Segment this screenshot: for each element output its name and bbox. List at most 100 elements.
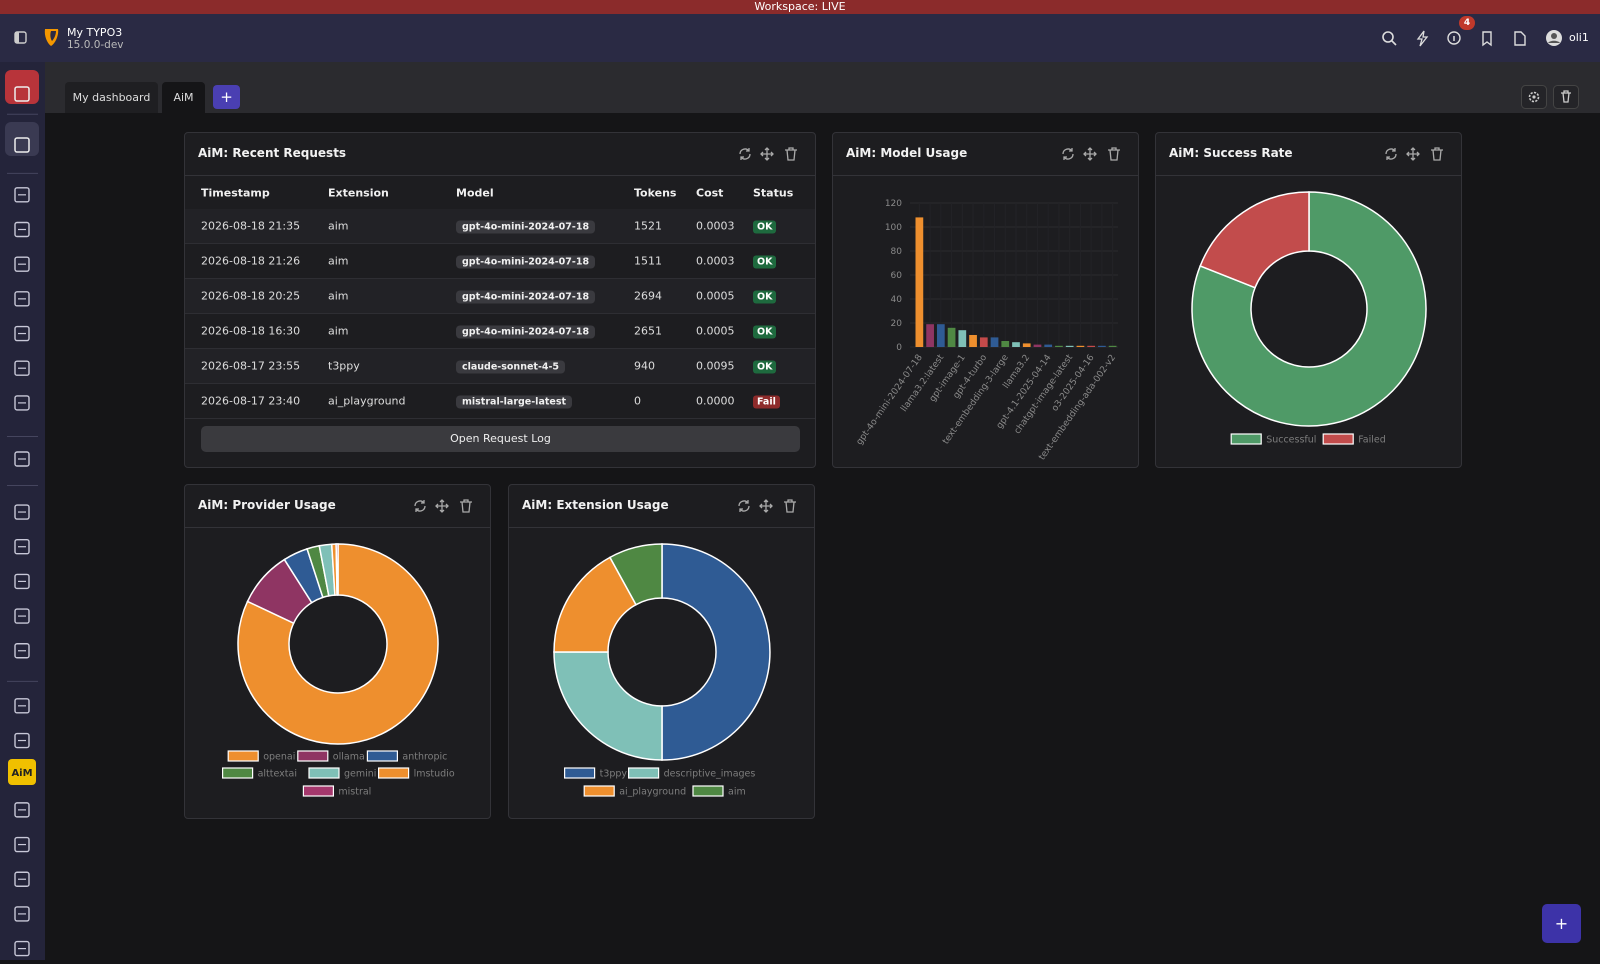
sidebar-toggle[interactable] (14, 31, 28, 45)
move-icon (759, 499, 773, 513)
y-tick-label: 20 (891, 319, 903, 329)
module-dashboard (5, 122, 39, 156)
slice (1191, 191, 1427, 427)
widget-actions[interactable] (412, 498, 476, 514)
legend-swatch (1322, 433, 1354, 445)
table-cell: claude-sonnet-4-5 (456, 360, 566, 374)
bar (1001, 341, 1010, 347)
refresh-icon (1385, 148, 1397, 160)
workspace-label: Workspace: LIVE (754, 0, 846, 13)
table-cell: OK (753, 255, 777, 269)
widget-success-rate: AiM: Success Rate Successful Failed (1155, 132, 1462, 468)
bar (1087, 345, 1096, 347)
column-header: Extension (328, 186, 389, 200)
open-log-button[interactable]: Open Request Log (201, 426, 800, 452)
module-icon (14, 608, 30, 624)
table-cell: 2026-08-17 23:55 (201, 359, 301, 373)
legend-swatch (692, 785, 724, 797)
dashboard-tab[interactable]: AiM (162, 82, 205, 113)
status-badge: OK (753, 360, 777, 374)
user-name[interactable]: oli1 (1569, 31, 1589, 44)
module-icon (14, 187, 30, 203)
trash-icon (785, 147, 797, 161)
legend-swatch (297, 750, 329, 762)
refresh-icon (414, 500, 426, 512)
legend-label: Failed (1358, 435, 1386, 446)
table-cell: 0 (634, 394, 641, 408)
module-glyph (14, 86, 30, 102)
widget-provider-usage: AiM: Provider Usage openai ollama anthropi… (184, 484, 491, 819)
column-header: Status (753, 186, 794, 200)
status-badge: Fail (753, 395, 780, 409)
dashboard-actions[interactable] (1521, 85, 1593, 109)
add-tab-button[interactable]: + (213, 85, 240, 109)
legend-swatch (302, 785, 335, 797)
table-cell: gpt-4o-mini-2024-07-18 (456, 220, 596, 234)
widget-actions[interactable] (736, 498, 800, 514)
slice (1199, 191, 1310, 289)
legend-label: openai (263, 752, 295, 763)
bar (979, 337, 988, 347)
bar (1098, 345, 1106, 347)
widget-title: AiM: Provider Usage (198, 498, 336, 512)
legend-swatch (308, 767, 340, 779)
module-icon (14, 451, 30, 467)
widget-title: AiM: Success Rate (1169, 146, 1293, 160)
module-icon (14, 573, 30, 590)
y-tick-label: 120 (885, 199, 902, 209)
widget-title: AiM: Model Usage (846, 146, 968, 160)
widget-title: AiM: Recent Requests (198, 146, 347, 160)
module-icon (14, 698, 30, 714)
widget-actions[interactable] (737, 146, 801, 162)
typo3-logo[interactable] (42, 26, 62, 48)
slice (608, 543, 663, 606)
notification-badge: 4 (1459, 16, 1475, 30)
widget-actions[interactable] (1383, 146, 1447, 162)
widget-extension-usage: AiM: Extension Usage t3ppy descriptive_im… (508, 484, 815, 819)
table-cell: OK (753, 360, 777, 374)
table-cell: t3ppy (328, 359, 360, 373)
table-cell: OK (753, 325, 777, 339)
widget-actions[interactable] (1060, 146, 1124, 162)
slice (661, 543, 771, 761)
status-badge: OK (753, 255, 777, 269)
bar (1065, 345, 1074, 347)
module-icon (14, 539, 30, 555)
widget-header: AiM: Model Usage (833, 133, 1138, 176)
model-pill: gpt-4o-mini-2024-07-18 (456, 255, 596, 269)
legend-swatch (563, 767, 596, 779)
model-pill: mistral-large-latest (456, 395, 573, 409)
refresh-icon (1062, 148, 1074, 160)
chart: Successful Failed (1191, 191, 1427, 446)
y-tick-label: 80 (891, 247, 903, 257)
slice (335, 543, 339, 596)
bar (1022, 343, 1031, 347)
module-sidebar: AiM (0, 62, 45, 960)
model-pill: claude-sonnet-4-5 (456, 360, 566, 374)
table-cell: OK (753, 220, 777, 234)
table-cell: 0.0005 (696, 324, 735, 338)
legend-label: Successful (1266, 435, 1316, 446)
legend-swatch (627, 767, 660, 779)
table-cell: gpt-4o-mini-2024-07-18 (456, 325, 596, 339)
chart: openai ollama anthropic alttextai gemini lmst… (221, 543, 455, 798)
table-cell: aim (328, 254, 349, 268)
table-cell: 1511 (634, 254, 662, 268)
legend-label: mistral (338, 787, 371, 798)
table-cell: gpt-4o-mini-2024-07-18 (456, 255, 596, 269)
table-cell: 2026-08-18 21:35 (201, 219, 301, 233)
site-name: My TYPO3 (67, 26, 123, 39)
bar (1076, 345, 1085, 347)
y-tick-label: 60 (891, 271, 903, 281)
tab-strip (45, 62, 1600, 113)
table-cell: 0.0095 (696, 359, 735, 373)
table-cell: 2026-08-18 21:26 (201, 254, 301, 268)
widget-header: AiM: Provider Usage (185, 485, 490, 528)
toolbar-icons[interactable] (1380, 30, 1580, 48)
fab-add[interactable]: + (1542, 904, 1581, 943)
module-icon (14, 291, 30, 307)
module-icon (14, 906, 30, 922)
dashboard-tab[interactable]: My dashboard (65, 82, 158, 113)
model-pill: gpt-4o-mini-2024-07-18 (456, 325, 596, 339)
move-icon (1406, 147, 1420, 161)
